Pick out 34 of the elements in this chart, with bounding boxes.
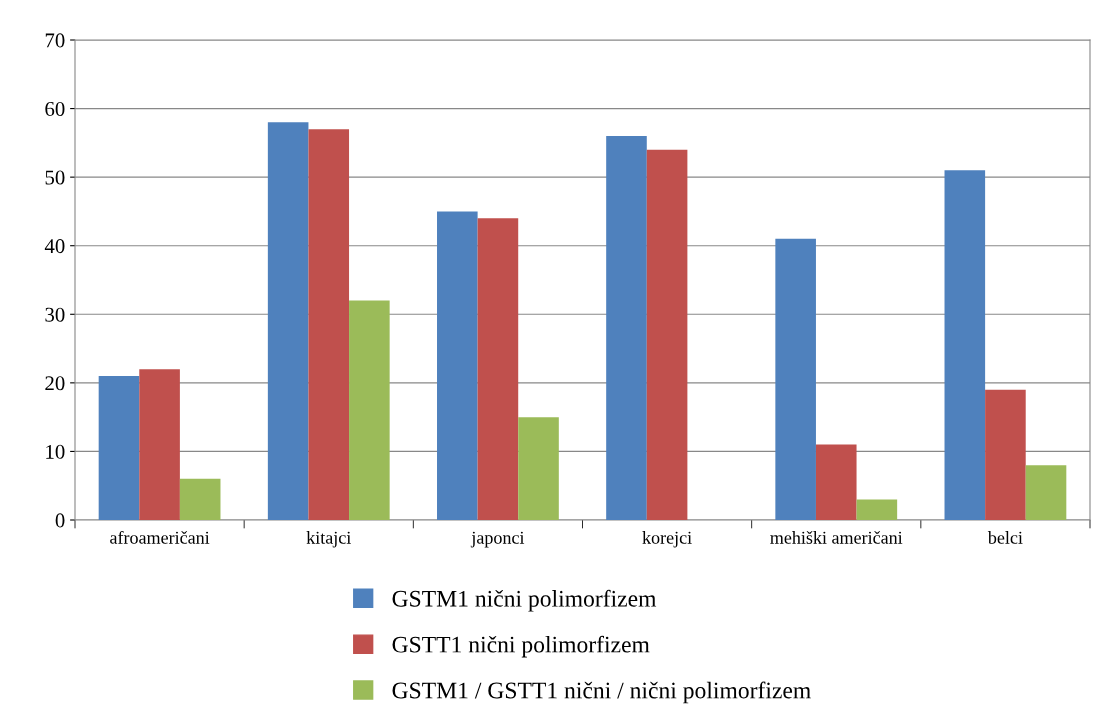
bar xyxy=(308,129,350,520)
bar xyxy=(646,149,688,520)
x-tick-label: belci xyxy=(987,531,1023,544)
bar xyxy=(1025,465,1067,520)
x-tick-label: japonci xyxy=(470,531,525,548)
y-tick-label: 70 xyxy=(45,33,65,48)
y-tick-label: 0 xyxy=(55,513,65,528)
x-tick-label: afroameričani xyxy=(110,530,210,544)
y-tick-label: 10 xyxy=(46,444,65,459)
bar xyxy=(856,499,898,520)
x-tick-label: kitajci xyxy=(306,531,351,548)
bar xyxy=(98,376,140,520)
y-tick-label: 50 xyxy=(45,170,65,185)
x-tick-label: korejci xyxy=(642,531,692,548)
bar xyxy=(985,389,1026,520)
bar xyxy=(179,478,221,520)
bar xyxy=(139,369,180,520)
y-tick-label: 60 xyxy=(45,101,65,116)
bar xyxy=(606,136,647,520)
bar xyxy=(944,170,986,520)
y-tick-label: 30 xyxy=(45,307,65,322)
legend-label: GSTM1 / GSTT1 nični / nični polimorfizem xyxy=(392,681,811,704)
legend-label: GSTT1 nični polimorfizem xyxy=(392,635,650,658)
bar xyxy=(477,218,519,520)
bar xyxy=(437,211,478,520)
legend-label: GSTM1 nični polimorfizem xyxy=(392,589,657,612)
bar xyxy=(349,300,390,520)
bar xyxy=(815,444,857,520)
y-tick-label: 40 xyxy=(44,239,65,254)
y-tick-label: 20 xyxy=(45,376,65,391)
bar xyxy=(775,238,816,520)
bar xyxy=(267,122,309,520)
x-tick-label: mehiški američani xyxy=(770,531,903,544)
bar xyxy=(518,417,559,520)
